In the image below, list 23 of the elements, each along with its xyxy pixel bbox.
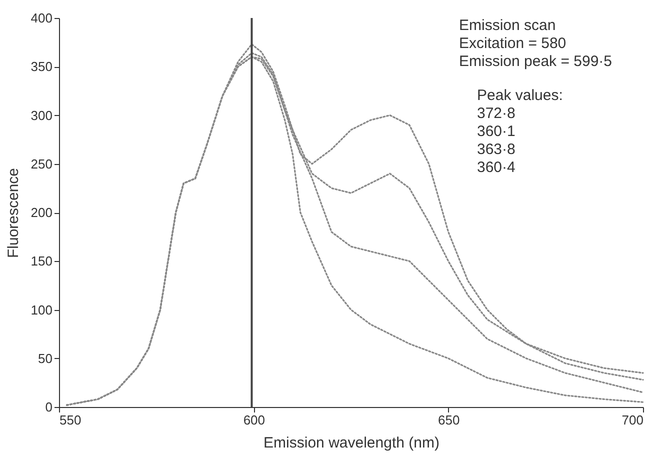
y-tick-label: 400 — [30, 10, 52, 26]
y-tick-label: 300 — [30, 108, 52, 123]
y-tick-label: 50 — [38, 350, 52, 366]
y-tick-label: 250 — [30, 156, 52, 172]
annotation: 360·1 — [477, 123, 516, 140]
annotation: Emission scan — [459, 17, 556, 34]
y-tick-label: 200 — [30, 205, 52, 220]
y-axis-title: Fluorescence — [4, 168, 22, 258]
y-tick-label: 350 — [30, 59, 52, 74]
y-tick-label: 0 — [45, 400, 52, 414]
x-axis-title: Emission wavelength (nm) — [264, 434, 440, 452]
annotation: Emission peak = 599·5 — [459, 53, 612, 70]
annotation: Peak values: — [477, 87, 563, 104]
x-tick-label: 650 — [438, 412, 460, 428]
annotation: Excitation = 580 — [459, 35, 566, 52]
x-tick-label: 550 — [60, 412, 82, 428]
x-tick-label: 600 — [243, 412, 266, 428]
annotation: 363·8 — [477, 141, 516, 158]
y-tick-label: 150 — [30, 254, 52, 269]
x-tick-label: 700 — [622, 412, 644, 428]
annotation: 360·4 — [477, 159, 516, 176]
annotation: 372·8 — [477, 105, 516, 122]
y-tick-label: 100 — [30, 302, 52, 318]
